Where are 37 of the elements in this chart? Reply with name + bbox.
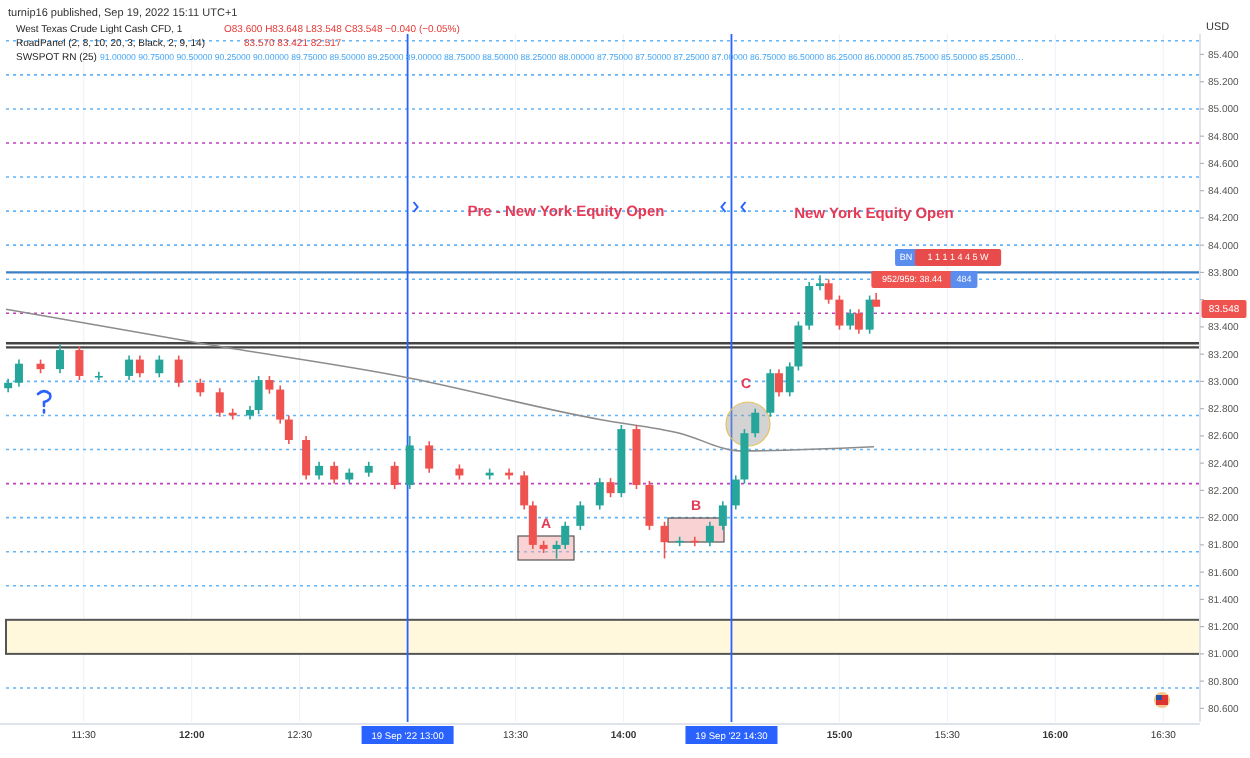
candlestick	[215, 387, 224, 418]
candlestick	[576, 500, 585, 531]
candlestick	[94, 371, 103, 381]
candlestick	[390, 460, 399, 490]
candlestick	[805, 281, 814, 331]
candlestick	[55, 343, 64, 375]
candlestick	[155, 354, 164, 379]
candlestick	[330, 460, 339, 485]
candlestick	[276, 384, 285, 425]
candlestick	[254, 375, 263, 415]
candlestick	[520, 470, 529, 511]
candlestick	[815, 274, 824, 291]
candlestick	[718, 500, 727, 531]
candlestick	[865, 294, 874, 335]
candlestick	[14, 358, 23, 388]
candlestick	[284, 414, 293, 445]
candlestick	[135, 354, 144, 379]
candlestick	[766, 368, 775, 418]
candlestick	[302, 435, 311, 481]
candlestick	[595, 477, 604, 511]
candlestick	[705, 520, 714, 548]
candlestick	[528, 500, 537, 550]
candlestick	[606, 477, 615, 499]
candlestick	[824, 278, 833, 305]
candlestick	[645, 480, 654, 531]
candlestick	[125, 354, 134, 381]
candlestick	[75, 345, 84, 381]
candlestick	[846, 308, 855, 331]
candlestick	[835, 294, 844, 331]
candlestick	[174, 354, 183, 388]
candlestick	[425, 440, 434, 474]
candlestick	[660, 520, 669, 560]
candlestick	[774, 368, 783, 398]
candlestick	[405, 435, 414, 490]
candlestick	[854, 308, 863, 335]
candlestick	[751, 407, 760, 439]
candlestick	[561, 520, 570, 550]
